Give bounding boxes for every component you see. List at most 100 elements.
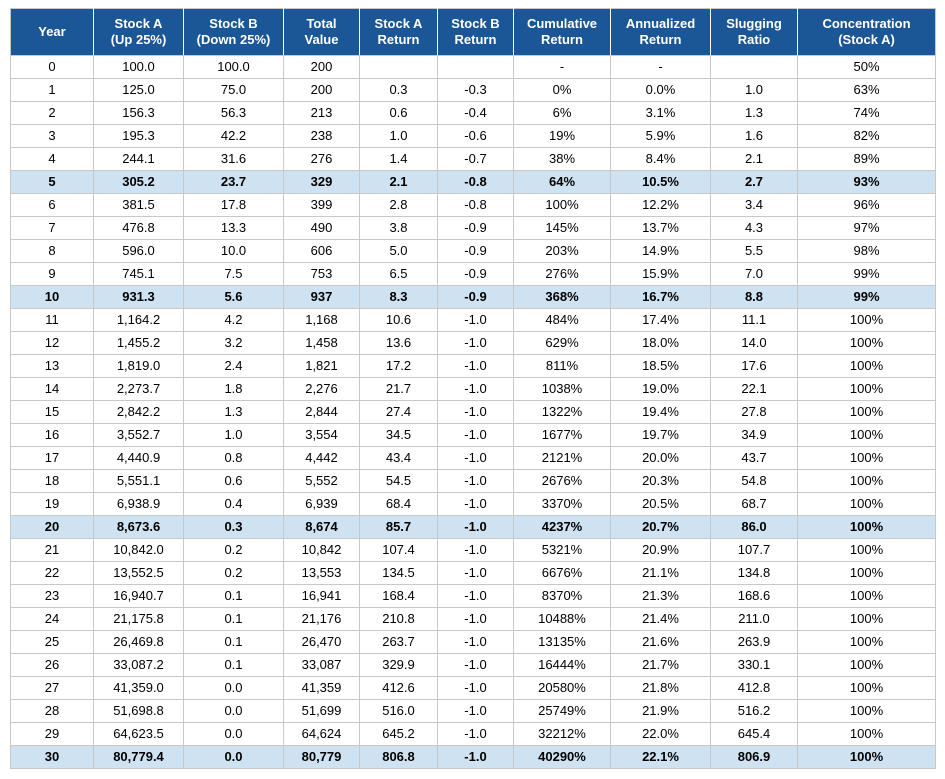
cell-stock-b: 31.6 <box>183 147 284 171</box>
column-header-slugging-ratio: Slugging Ratio <box>710 8 798 56</box>
cell-stock-b: 1.8 <box>183 377 284 401</box>
cell-stock-a-return: 806.8 <box>359 745 438 769</box>
cell-stock-b-return: -0.9 <box>437 285 514 309</box>
cell-stock-b-return: -1.0 <box>437 745 514 769</box>
cell-stock-a: 64,623.5 <box>93 722 184 746</box>
cell-year: 20 <box>10 515 94 539</box>
column-header-line: Year <box>38 24 66 39</box>
table-row: 5 305.2 23.7 329 2.1 -0.8 64% 10.5% 2.7 93% <box>10 170 936 194</box>
cell-stock-b-return: -1.0 <box>437 331 514 355</box>
table-row: 14 2,273.7 1.8 2,276 21.7 -1.0 1038% 19.0% 22.1 1… <box>10 377 936 401</box>
cell-cumulative-return: 6% <box>513 101 611 125</box>
cell-cumulative-return: 1038% <box>513 377 611 401</box>
cell-slugging-ratio: 3.4 <box>710 193 798 217</box>
cell-stock-a-return: 13.6 <box>359 331 438 355</box>
cell-total-value: 3,554 <box>283 423 360 447</box>
cell-stock-b: 56.3 <box>183 101 284 125</box>
cell-stock-b-return: -0.3 <box>437 78 514 102</box>
cell-slugging-ratio: 2.1 <box>710 147 798 171</box>
cell-slugging-ratio: 211.0 <box>710 607 798 631</box>
column-header-line: Ratio <box>737 32 771 47</box>
cell-stock-a: 244.1 <box>93 147 184 171</box>
cell-stock-a-return: 5.0 <box>359 239 438 263</box>
cell-stock-a-return: 43.4 <box>359 446 438 470</box>
cell-stock-a: 1,164.2 <box>93 308 184 332</box>
cell-stock-b: 0.2 <box>183 538 284 562</box>
cell-stock-b-return: -1.0 <box>437 400 514 424</box>
cell-concentration: 63% <box>797 78 936 102</box>
cell-annualized-return: 19.0% <box>610 377 711 401</box>
cell-annualized-return: 20.5% <box>610 492 711 516</box>
cell-total-value: 41,359 <box>283 676 360 700</box>
cell-stock-a-return: 54.5 <box>359 469 438 493</box>
cell-year: 5 <box>10 170 94 194</box>
cell-cumulative-return: 1322% <box>513 400 611 424</box>
cell-stock-a-return: 329.9 <box>359 653 438 677</box>
cell-concentration: 100% <box>797 607 936 631</box>
cell-year: 10 <box>10 285 94 309</box>
cell-stock-a: 8,673.6 <box>93 515 184 539</box>
cell-cumulative-return: 10488% <box>513 607 611 631</box>
cell-stock-a-return: 0.3 <box>359 78 438 102</box>
cell-year: 14 <box>10 377 94 401</box>
column-header-stock-b-return: Stock B Return <box>437 8 514 56</box>
table-row: 6 381.5 17.8 399 2.8 -0.8 100% 12.2% 3.4 96% <box>10 193 936 217</box>
cell-slugging-ratio: 43.7 <box>710 446 798 470</box>
cell-concentration: 100% <box>797 676 936 700</box>
cell-stock-a: 21,175.8 <box>93 607 184 631</box>
cell-stock-a: 3,552.7 <box>93 423 184 447</box>
cell-concentration: 93% <box>797 170 936 194</box>
cell-slugging-ratio: 14.0 <box>710 331 798 355</box>
cell-cumulative-return: 19% <box>513 124 611 148</box>
cell-stock-a-return: 6.5 <box>359 262 438 286</box>
cell-stock-b: 13.3 <box>183 216 284 240</box>
cell-slugging-ratio: 34.9 <box>710 423 798 447</box>
column-header-annualized-return: Annualized Return <box>610 8 711 56</box>
table-row: 7 476.8 13.3 490 3.8 -0.9 145% 13.7% 4.3 97% <box>10 216 936 240</box>
cell-stock-b-return: -1.0 <box>437 354 514 378</box>
cell-stock-b: 42.2 <box>183 124 284 148</box>
cell-cumulative-return: 0% <box>513 78 611 102</box>
cell-slugging-ratio: 8.8 <box>710 285 798 309</box>
cell-annualized-return: 20.9% <box>610 538 711 562</box>
cell-stock-b-return: -1.0 <box>437 653 514 677</box>
cell-total-value: 276 <box>283 147 360 171</box>
cell-cumulative-return: 3370% <box>513 492 611 516</box>
cell-total-value: 200 <box>283 55 360 79</box>
cell-total-value: 10,842 <box>283 538 360 562</box>
cell-annualized-return: 5.9% <box>610 124 711 148</box>
cell-total-value: 26,470 <box>283 630 360 654</box>
stock-simulation-table: Year Stock A (Up 25%) Stock B (Down 25%) Tota… <box>10 8 936 769</box>
cell-total-value: 490 <box>283 216 360 240</box>
column-header-line: Stock A <box>114 16 163 31</box>
cell-total-value: 606 <box>283 239 360 263</box>
column-header-line: Return <box>377 32 420 47</box>
column-header-line: Return <box>541 32 583 47</box>
cell-total-value: 2,844 <box>283 400 360 424</box>
cell-annualized-return: 21.1% <box>610 561 711 585</box>
cell-slugging-ratio: 22.1 <box>710 377 798 401</box>
table-row: 18 5,551.1 0.6 5,552 54.5 -1.0 2676% 20.3% 54.8 1… <box>10 469 936 493</box>
cell-concentration: 74% <box>797 101 936 125</box>
cell-total-value: 6,939 <box>283 492 360 516</box>
cell-stock-b: 2.4 <box>183 354 284 378</box>
cell-stock-a-return: 27.4 <box>359 400 438 424</box>
cell-stock-a: 1,455.2 <box>93 331 184 355</box>
cell-annualized-return: 12.2% <box>610 193 711 217</box>
cell-total-value: 753 <box>283 262 360 286</box>
cell-cumulative-return: 64% <box>513 170 611 194</box>
cell-stock-b-return: -0.4 <box>437 101 514 125</box>
cell-stock-a: 80,779.4 <box>93 745 184 769</box>
cell-total-value: 213 <box>283 101 360 125</box>
cell-stock-a: 100.0 <box>93 55 184 79</box>
table-row: 28 51,698.8 0.0 51,699 516.0 -1.0 25749% 21.9% 5… <box>10 699 936 723</box>
column-header-line: Return <box>639 32 682 47</box>
table-row: 25 26,469.8 0.1 26,470 263.7 -1.0 13135% 21.6% 2… <box>10 630 936 654</box>
cell-stock-b: 0.1 <box>183 584 284 608</box>
cell-concentration: 82% <box>797 124 936 148</box>
cell-annualized-return: 16.7% <box>610 285 711 309</box>
cell-annualized-return: 19.7% <box>610 423 711 447</box>
cell-stock-a-return: 645.2 <box>359 722 438 746</box>
cell-total-value: 238 <box>283 124 360 148</box>
